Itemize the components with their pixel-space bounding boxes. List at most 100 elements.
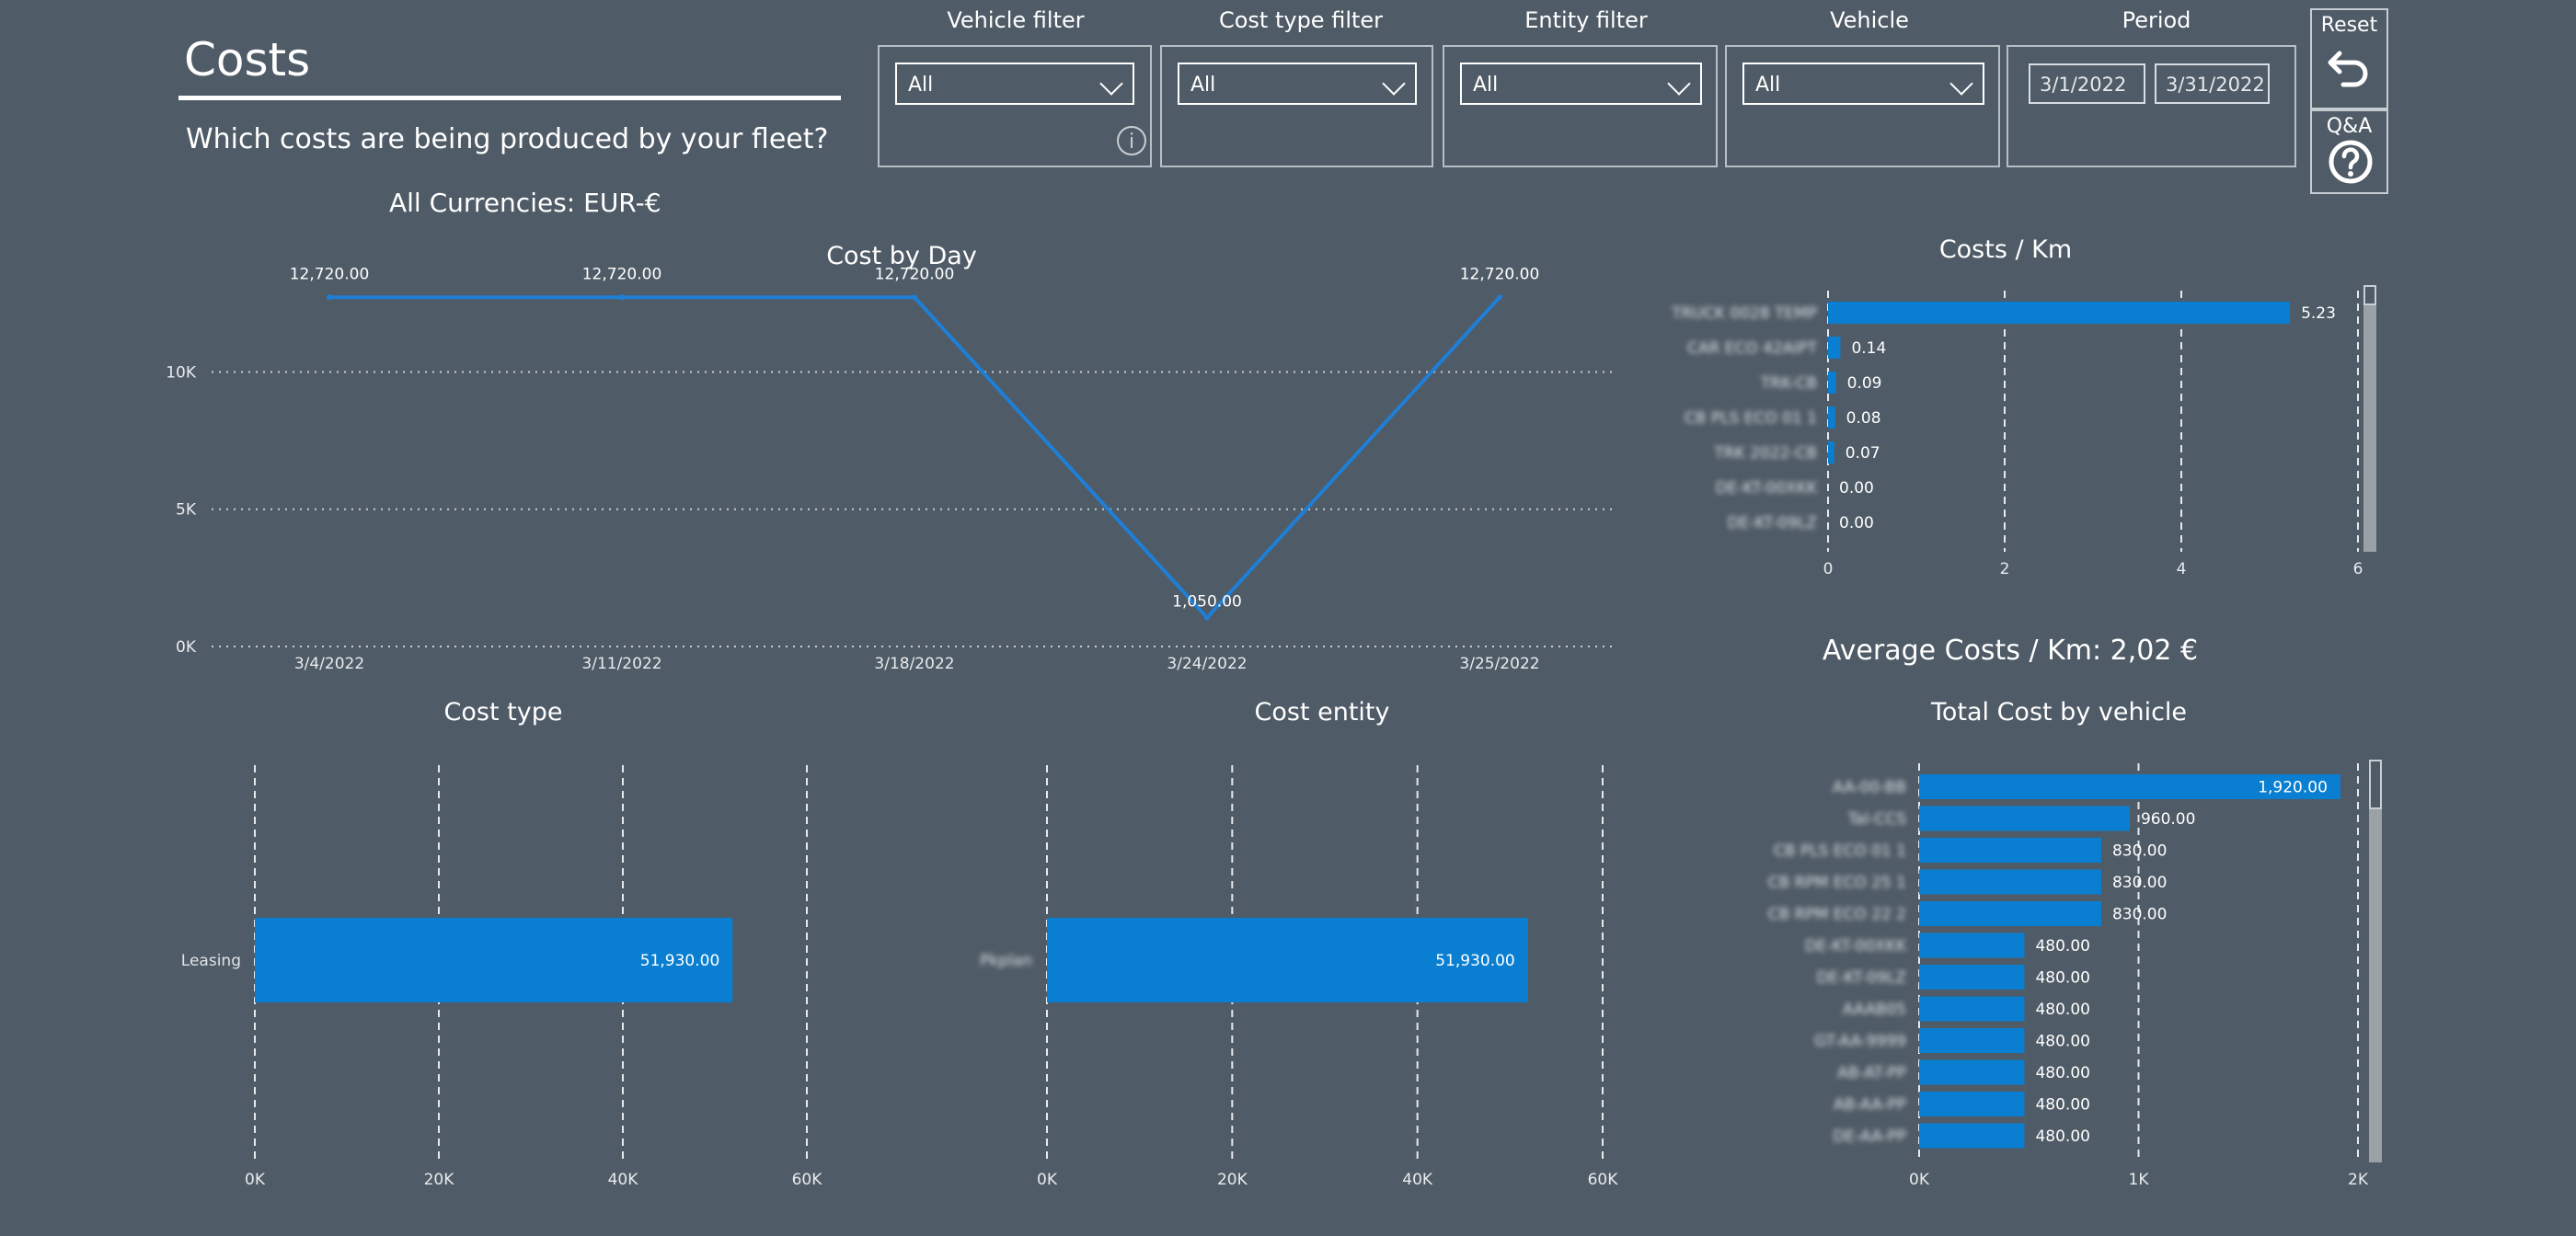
x-tick-label: 1K (2129, 1171, 2150, 1189)
data-label: 12,720.00 (875, 265, 955, 283)
vehicle-cost-data-label: 480.00 (2035, 1096, 2089, 1115)
costs-per-km-title: Costs / Km (1938, 235, 2073, 264)
cost-type-title: Cost type (443, 698, 563, 727)
period-start-input[interactable]: 3/1/2022 (2029, 63, 2145, 104)
x-tick-label: 6 (2353, 560, 2363, 578)
x-tick-label: 3/24/2022 (1167, 655, 1247, 673)
costs-per-km-scrollbar[interactable] (2363, 285, 2376, 552)
cost-entity-title: Cost entity (1254, 698, 1390, 727)
vehicle-filter-label: Vehicle filter (947, 7, 1085, 33)
vehicle-cost-category-label: CB PLS ECO 01 1 (1774, 842, 1906, 861)
data-label: 12,720.00 (582, 265, 662, 283)
costs-per-km-category-label: TRUCK 0028 TEMP (1671, 304, 1817, 323)
costs-per-km-bar (1828, 406, 1835, 429)
info-icon[interactable]: i (1117, 126, 1146, 155)
vehicle-cost-bar (1919, 1092, 2025, 1116)
vehicle-cost-category-label: GT-AA-9999 (1814, 1033, 1906, 1051)
title-underline (178, 96, 841, 100)
costs-per-km-data-label: 0.00 (1839, 479, 1874, 498)
x-tick-label: 4 (2177, 560, 2187, 578)
vehicle-cost-category-label: DE-AA-PP (1833, 1127, 1906, 1146)
reset-label: Reset (2320, 14, 2378, 37)
vehicle-cost-data-label: 830.00 (2112, 906, 2167, 924)
vehicle-cost-data-label: 480.00 (2035, 1064, 2089, 1082)
vehicle-cost-data-label: 480.00 (2035, 1033, 2089, 1051)
vehicle-cost-scrollbar[interactable] (2369, 760, 2382, 1162)
vehicle-cost-category-label: Tal-CCS (1847, 810, 1906, 829)
vehicle-cost-category-label: DE-KT-00XKK (1805, 937, 1907, 956)
costs-per-km-data-label: 5.23 (2301, 304, 2336, 323)
vehicle-select-panel: All (1725, 45, 2000, 167)
period-end-input[interactable]: 3/31/2022 (2155, 63, 2270, 104)
costs-per-km-scroll-thumb[interactable] (2363, 285, 2376, 305)
cost-type-data-label: 51,930.00 (640, 952, 720, 970)
costs-per-km-data-label: 0.00 (1839, 514, 1874, 532)
entity-filter-panel: All (1443, 45, 1718, 167)
cost-type-filter-dropdown[interactable]: All (1178, 63, 1417, 105)
page-subtitle: Which costs are being produced by your f… (186, 123, 829, 155)
vehicle-cost-category-label: DE-KT-09LZ (1816, 969, 1906, 988)
entity-filter-value: All (1473, 74, 1499, 97)
x-tick-label: 20K (424, 1171, 455, 1189)
undo-arrow-icon (2328, 51, 2368, 87)
vehicle-cost-category-label: CB RPM ECO 25 1 (1768, 874, 1906, 892)
vehicle-cost-category-label: AAAB05 (1843, 1001, 1906, 1019)
costs-per-km-category-label: DE-KT-00XKK (1716, 479, 1818, 498)
data-point (327, 294, 332, 301)
vehicle-cost-data-label: 830.00 (2112, 874, 2167, 892)
vehicle-cost-data-label: 1,920.00 (2258, 779, 2328, 797)
cost-type-filter-panel: All (1160, 45, 1433, 167)
y-tick-label: 10K (166, 363, 197, 382)
x-tick-label: 2 (2000, 560, 2010, 578)
data-point (1497, 294, 1502, 301)
vehicle-cost-bar (1919, 774, 2340, 799)
costs-per-km-data-label: 0.14 (1851, 339, 1886, 358)
entity-filter-dropdown[interactable]: All (1460, 63, 1702, 105)
vehicle-cost-bar (1919, 996, 2025, 1022)
x-tick-label: 20K (1217, 1171, 1248, 1189)
period-panel: 3/1/2022 3/31/2022 (2007, 45, 2296, 167)
vehicle-filter-panel: All i (878, 45, 1152, 167)
vehicle-select-dropdown[interactable]: All (1742, 63, 1984, 105)
cost-entity-bar (1047, 918, 1528, 1002)
costs-per-km-data-label: 0.08 (1846, 409, 1881, 428)
entity-filter-label: Entity filter (1524, 7, 1648, 33)
vehicle-cost-bar (1919, 869, 2101, 895)
cost-type-filter-value: All (1190, 74, 1216, 97)
y-tick-label: 5K (176, 501, 197, 520)
costs-per-km-category-label: CB PLS ECO 01 1 (1685, 409, 1817, 428)
vehicle-cost-category-label: CB RPM ECO 22 2 (1768, 906, 1906, 924)
total-cost-by-vehicle-title: Total Cost by vehicle (1930, 698, 2188, 727)
vehicle-cost-data-label: 480.00 (2035, 969, 2089, 988)
x-tick-label: 60K (792, 1171, 823, 1189)
vehicle-cost-bar (1919, 1059, 2025, 1085)
vehicle-cost-data-label: 480.00 (2035, 1001, 2089, 1019)
qa-button[interactable]: Q&A (2310, 109, 2388, 194)
vehicle-cost-data-label: 960.00 (2141, 810, 2195, 829)
vehicle-cost-category-label: AA-00-BB (1833, 779, 1906, 797)
data-point (1204, 614, 1210, 621)
currency-note: All Currencies: EUR-€ (389, 188, 661, 218)
cost-entity-data-label: 51,930.00 (1435, 952, 1515, 970)
vehicle-cost-scroll-thumb[interactable] (2369, 760, 2382, 809)
vehicle-cost-category-label: AB-AT-PP (1837, 1064, 1906, 1082)
average-costs-per-km: Average Costs / Km: 2,02 € (1822, 635, 2199, 667)
x-tick-label: 3/18/2022 (874, 655, 954, 673)
vehicle-select-label: Vehicle (1830, 7, 1909, 33)
x-tick-label: 0 (1823, 560, 1834, 578)
question-circle-icon (2329, 140, 2373, 184)
vehicle-cost-category-label: AB-AA-PP (1834, 1096, 1906, 1115)
x-tick-label: 0K (1909, 1171, 1930, 1189)
data-label: 1,050.00 (1172, 593, 1242, 612)
cost-type-filter-label: Cost type filter (1218, 7, 1384, 33)
qa-label: Q&A (2326, 115, 2373, 138)
vehicle-cost-bar (1919, 965, 2025, 990)
x-tick-label: 3/4/2022 (294, 655, 364, 673)
vehicle-cost-bar (1919, 933, 2025, 958)
vehicle-filter-dropdown[interactable]: All (895, 63, 1134, 105)
vehicle-cost-data-label: 480.00 (2035, 1127, 2089, 1146)
x-tick-label: 0K (245, 1171, 266, 1189)
cost-entity-category-label: Pkplan (980, 952, 1032, 970)
reset-button[interactable]: Reset (2310, 8, 2388, 109)
